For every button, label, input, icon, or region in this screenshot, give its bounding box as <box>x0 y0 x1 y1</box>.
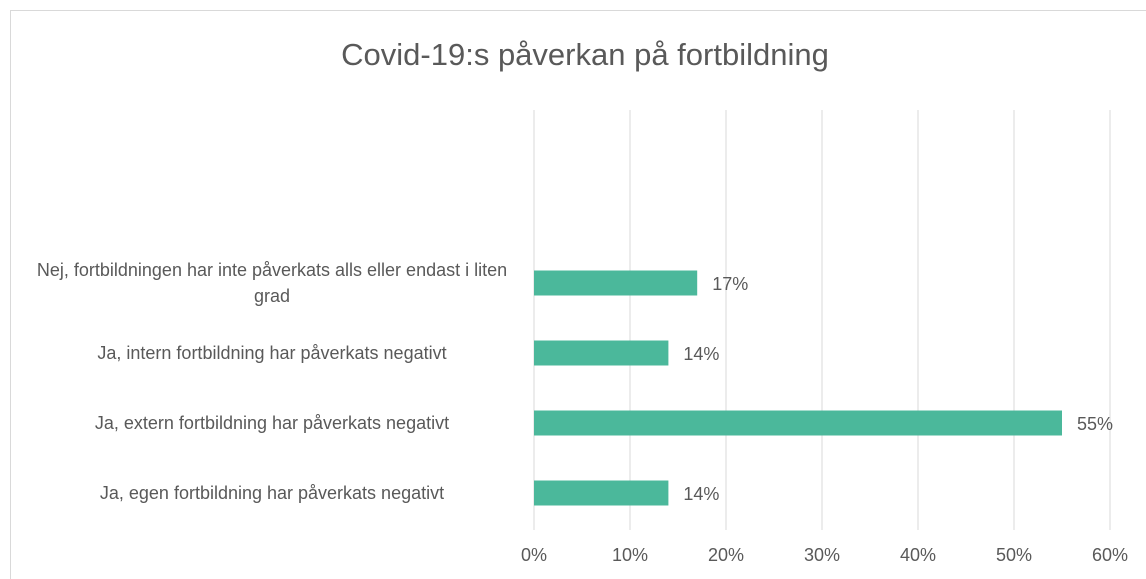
x-tick-label: 10% <box>612 545 648 565</box>
chart-title: Covid-19:s påverkan på fortbildning <box>341 37 829 72</box>
y-tick-label: Ja, egen fortbildning har påverkats nega… <box>99 483 445 503</box>
x-tick-label: 50% <box>996 545 1032 565</box>
chart-border <box>10 10 1146 579</box>
x-tick-label: 40% <box>900 545 936 565</box>
data-label: 14% <box>683 484 719 504</box>
data-label: 17% <box>712 274 748 294</box>
data-label: 14% <box>683 344 719 364</box>
x-tick-label: 20% <box>708 545 744 565</box>
y-tick-label: Ja, extern fortbildning har påverkats ne… <box>94 413 450 433</box>
bar <box>534 270 698 296</box>
y-tick-label: Ja, intern fortbildning har påverkats ne… <box>97 343 447 363</box>
bar <box>534 480 669 506</box>
data-label: 55% <box>1077 414 1113 434</box>
x-tick-label: 30% <box>804 545 840 565</box>
bar <box>534 340 669 366</box>
x-tick-label: 60% <box>1092 545 1128 565</box>
x-tick-label: 0% <box>521 545 547 565</box>
y-tick-label: Nej, fortbildningen har inte påverkats a… <box>36 260 508 306</box>
bar <box>534 410 1062 436</box>
